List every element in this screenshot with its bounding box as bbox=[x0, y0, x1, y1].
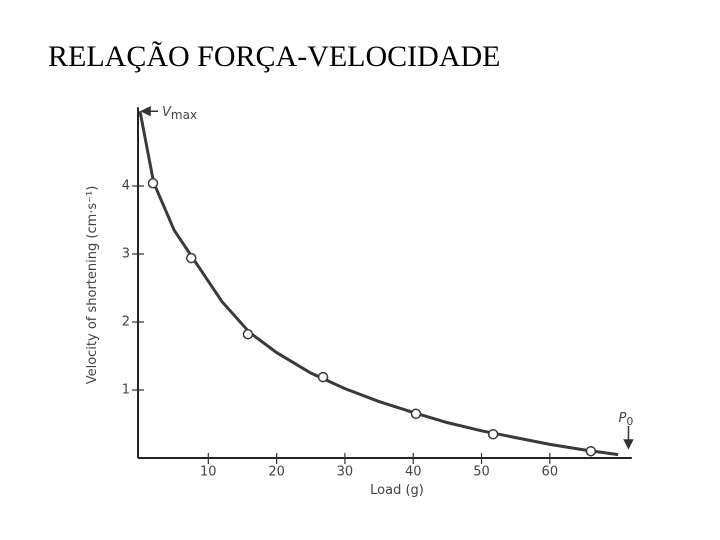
x-tick-label: 20 bbox=[268, 465, 285, 480]
x-tick-label: 30 bbox=[337, 465, 354, 480]
fit-curve bbox=[138, 110, 619, 457]
annotation-label: P0 bbox=[618, 411, 633, 428]
data-point bbox=[242, 328, 254, 340]
annotation-label: Vmax bbox=[162, 105, 197, 122]
chart-title: RELAÇÃO FORÇA-VELOCIDADE bbox=[48, 40, 501, 73]
annotation-sub: max bbox=[171, 108, 197, 122]
x-tick-label: 10 bbox=[200, 465, 217, 480]
y-tick-label: 3 bbox=[122, 247, 130, 262]
data-point bbox=[410, 408, 422, 420]
annotation-main: P bbox=[618, 411, 626, 426]
data-point bbox=[185, 252, 197, 264]
y-axis-label: Velocity of shortening (cm·s⁻¹) bbox=[85, 186, 100, 385]
annotation-sub: 0 bbox=[626, 415, 633, 428]
x-axis-label: Load (g) bbox=[370, 483, 424, 498]
data-point bbox=[487, 428, 499, 440]
y-tick-label: 1 bbox=[122, 383, 130, 398]
annotation-arrow bbox=[140, 105, 158, 117]
annotation-main: V bbox=[162, 105, 172, 120]
data-point bbox=[585, 445, 597, 457]
y-tick-label: 4 bbox=[122, 179, 130, 194]
data-point bbox=[317, 371, 329, 383]
x-tick-label: 50 bbox=[473, 465, 490, 480]
x-tick-label: 60 bbox=[542, 465, 559, 480]
y-tick-label: 2 bbox=[122, 315, 130, 330]
annotation-arrow bbox=[623, 426, 634, 450]
x-tick-label: 40 bbox=[405, 465, 422, 480]
data-point bbox=[147, 178, 159, 189]
